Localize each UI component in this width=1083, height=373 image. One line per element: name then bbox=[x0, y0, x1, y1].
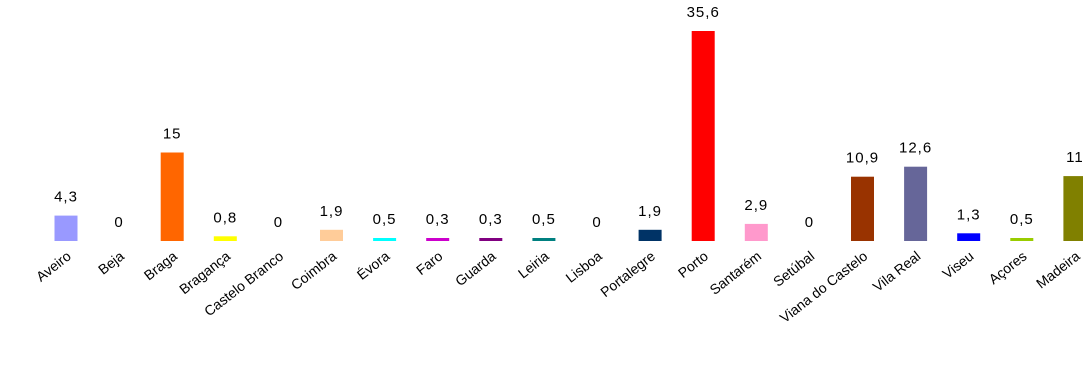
value-label-19: 11 bbox=[1066, 149, 1083, 166]
category-label-2: Braga bbox=[141, 248, 180, 284]
bar-17 bbox=[957, 233, 981, 241]
value-label-8: 0,3 bbox=[479, 211, 503, 228]
value-label-9: 0,5 bbox=[532, 211, 556, 228]
value-label-15: 10,9 bbox=[846, 150, 879, 167]
bar-19 bbox=[1063, 176, 1083, 241]
bar-11 bbox=[638, 229, 662, 241]
category-label-16: Vila Real bbox=[870, 248, 924, 295]
bar-0 bbox=[54, 215, 78, 241]
category-label-15: Viana do Castelo bbox=[777, 248, 871, 326]
value-label-7: 0,3 bbox=[426, 211, 450, 228]
value-label-12: 35,6 bbox=[687, 4, 720, 21]
bar-13 bbox=[744, 223, 768, 241]
category-label-14: Setúbal bbox=[770, 248, 817, 290]
value-labels-layer: 4,3 0 15 0,8 0 1,9 0,5 0,3 0,3 0,5 0 1,9 35,6 2,9 0 10,… bbox=[54, 4, 1083, 231]
category-label-8: Guarda bbox=[452, 248, 499, 289]
category-label-5: Coimbra bbox=[288, 248, 340, 293]
bar-8 bbox=[479, 238, 503, 241]
bar-18 bbox=[1010, 238, 1034, 241]
bar-15 bbox=[851, 176, 874, 241]
bar-2 bbox=[160, 152, 184, 241]
value-label-5: 1,9 bbox=[320, 203, 344, 220]
category-label-9: Leiria bbox=[515, 248, 552, 282]
value-label-0: 4,3 bbox=[54, 189, 78, 206]
category-label-13: Santarém bbox=[706, 248, 764, 298]
category-label-0: Aveiro bbox=[33, 248, 74, 285]
bar-7 bbox=[426, 238, 450, 241]
value-label-6: 0,5 bbox=[373, 211, 397, 228]
value-label-18: 0,5 bbox=[1010, 211, 1034, 228]
value-label-11: 1,9 bbox=[638, 203, 662, 220]
value-label-2: 15 bbox=[163, 126, 182, 143]
bar-12 bbox=[691, 31, 715, 241]
bar-9 bbox=[532, 238, 556, 241]
value-label-3: 0,8 bbox=[213, 209, 237, 226]
value-label-13: 2,9 bbox=[744, 197, 768, 214]
bar-16 bbox=[904, 166, 928, 241]
bar-3 bbox=[213, 236, 237, 241]
category-label-11: Portalegre bbox=[597, 248, 658, 301]
value-label-17: 1,3 bbox=[957, 206, 981, 223]
category-label-7: Faro bbox=[413, 248, 446, 278]
category-label-12: Porto bbox=[675, 248, 711, 281]
category-label-18: Açores bbox=[985, 248, 1029, 287]
category-label-6: Évora bbox=[354, 248, 393, 283]
category-label-1: Beja bbox=[95, 248, 127, 278]
value-label-1: 0 bbox=[114, 214, 123, 231]
bar-5 bbox=[320, 229, 343, 241]
bar-6 bbox=[373, 238, 397, 241]
value-label-10: 0 bbox=[592, 214, 601, 231]
value-label-14: 0 bbox=[805, 214, 814, 231]
category-label-19: Madeira bbox=[1033, 248, 1083, 292]
value-label-16: 12,6 bbox=[899, 140, 932, 157]
category-label-10: Lisboa bbox=[562, 248, 605, 286]
value-label-4: 0 bbox=[274, 214, 283, 231]
category-label-17: Viseu bbox=[939, 248, 976, 282]
bars-layer bbox=[54, 31, 1083, 241]
